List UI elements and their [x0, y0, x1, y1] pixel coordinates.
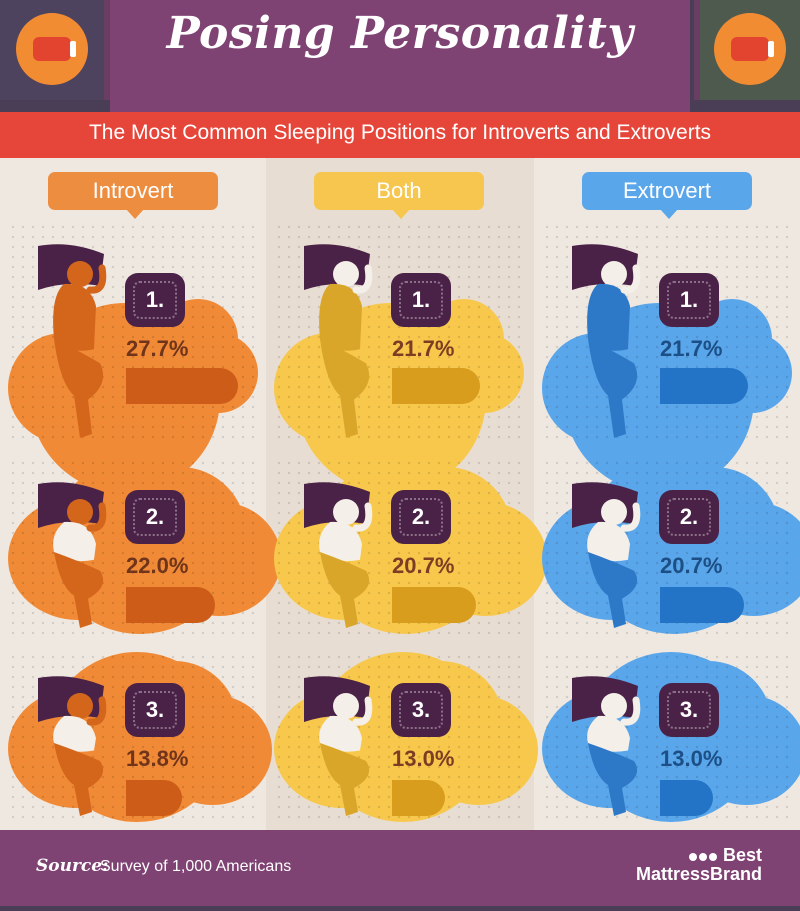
brand-line1: Best: [722, 845, 762, 865]
header-corner-left: [0, 0, 110, 100]
percent-label: 20.7%: [660, 553, 723, 579]
sleeping-figure-icon: [572, 676, 641, 816]
percent-label: 27.7%: [126, 336, 189, 361]
rank-badge: 3.: [128, 686, 182, 734]
sleeping-figure-icon: [572, 244, 641, 438]
sleeping-figure-icon: [572, 482, 641, 628]
source-text: Survey of 1,000 Americans: [100, 858, 292, 875]
pillow-icon: [16, 13, 88, 85]
percent-label: 21.7%: [660, 336, 723, 361]
rank-badge: 2.: [394, 493, 448, 542]
rank-badge: 1.: [394, 276, 448, 324]
rank-badge: 1.: [128, 276, 182, 324]
value-bar: [392, 368, 480, 404]
value-bar: [126, 780, 182, 816]
column-label-both: Both: [314, 172, 484, 219]
percent-label: 20.7%: [392, 553, 455, 579]
column-label-introvert: Introvert: [48, 172, 218, 219]
percent-label: 13.0%: [392, 746, 455, 771]
pillow-icon: [714, 13, 786, 85]
percent-label: 22.0%: [126, 553, 189, 579]
rank-badge: 2.: [662, 493, 716, 542]
footer: [0, 830, 800, 911]
value-bar: [392, 780, 445, 816]
sleeping-figure-icon: [38, 244, 107, 438]
header-main-panel: [110, 0, 690, 112]
percent-label: 13.0%: [660, 746, 723, 771]
column-label-extrovert: Extrovert: [582, 172, 752, 219]
value-bar: [660, 368, 748, 404]
rank-badge: 3.: [662, 686, 716, 734]
sleeping-figure-icon: [38, 482, 107, 628]
header-corner-right: [694, 0, 800, 100]
value-bar: [660, 780, 713, 816]
value-bar: [126, 587, 215, 624]
sleeping-figure-icon: [304, 244, 373, 438]
page-title: Posing Personality: [166, 8, 634, 59]
brand-logo: Best MattressBrand: [636, 846, 762, 884]
footer-edge: [0, 906, 800, 911]
source-label: Source:: [36, 856, 109, 876]
sleeping-figure-icon: [304, 676, 373, 816]
value-bar: [392, 587, 476, 624]
brand-line2: MattressBrand: [635, 864, 762, 884]
sleeping-figure-icon: [304, 482, 373, 628]
percent-label: 21.7%: [392, 336, 455, 361]
rank-badge: 1.: [662, 276, 716, 324]
percent-label: 13.8%: [126, 746, 189, 771]
page-subtitle: The Most Common Sleeping Positions for I…: [88, 121, 712, 144]
sleeping-figure-icon: [38, 676, 107, 816]
subtitle-band: [0, 112, 800, 158]
rank-badge: 2.: [128, 493, 182, 542]
value-bar: [660, 587, 744, 624]
value-bar: [126, 368, 238, 404]
rank-badge: 3.: [394, 686, 448, 734]
